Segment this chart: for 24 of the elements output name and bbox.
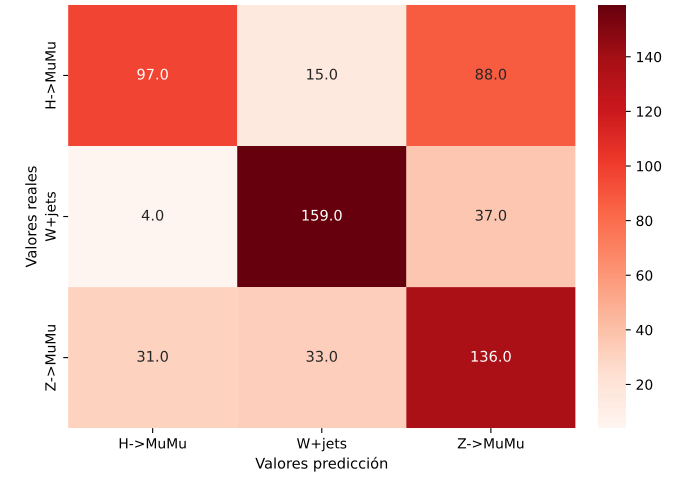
data-label: 37.0 [476,210,506,221]
data-label: 15.0 [307,68,338,80]
color-bar-label: 20 [636,379,652,390]
color-bar-label: 140 [637,52,662,62]
data-label: 136.0 [472,350,511,362]
data-label: 97.0 [137,68,168,80]
data-label: 88.0 [476,68,506,80]
data-label: 31.0 [138,350,168,362]
y-axis-title: Valores reales [25,166,37,268]
x-axis-title: Valores predicción [255,456,388,472]
color-bar-label: 40 [636,324,652,336]
data-label: 159.0 [302,210,342,221]
y-tick-label: W+jets [44,192,58,242]
y-tick-label: Z->MuMu [45,325,56,391]
x-tick-label: Z->MuMu [458,438,524,449]
color-bar-label: 120 [637,106,662,117]
x-tick-label: H->MuMu [120,438,186,449]
color-bar-label: 100 [637,160,662,172]
y-tick-label: H->MuMu [45,42,56,108]
x-tick-label: W+jets [297,438,346,452]
color-bar-label: 80 [636,216,652,226]
color-bar-label: 60 [636,270,652,281]
data-label: 33.0 [306,350,338,362]
data-label: 4.0 [142,210,164,221]
